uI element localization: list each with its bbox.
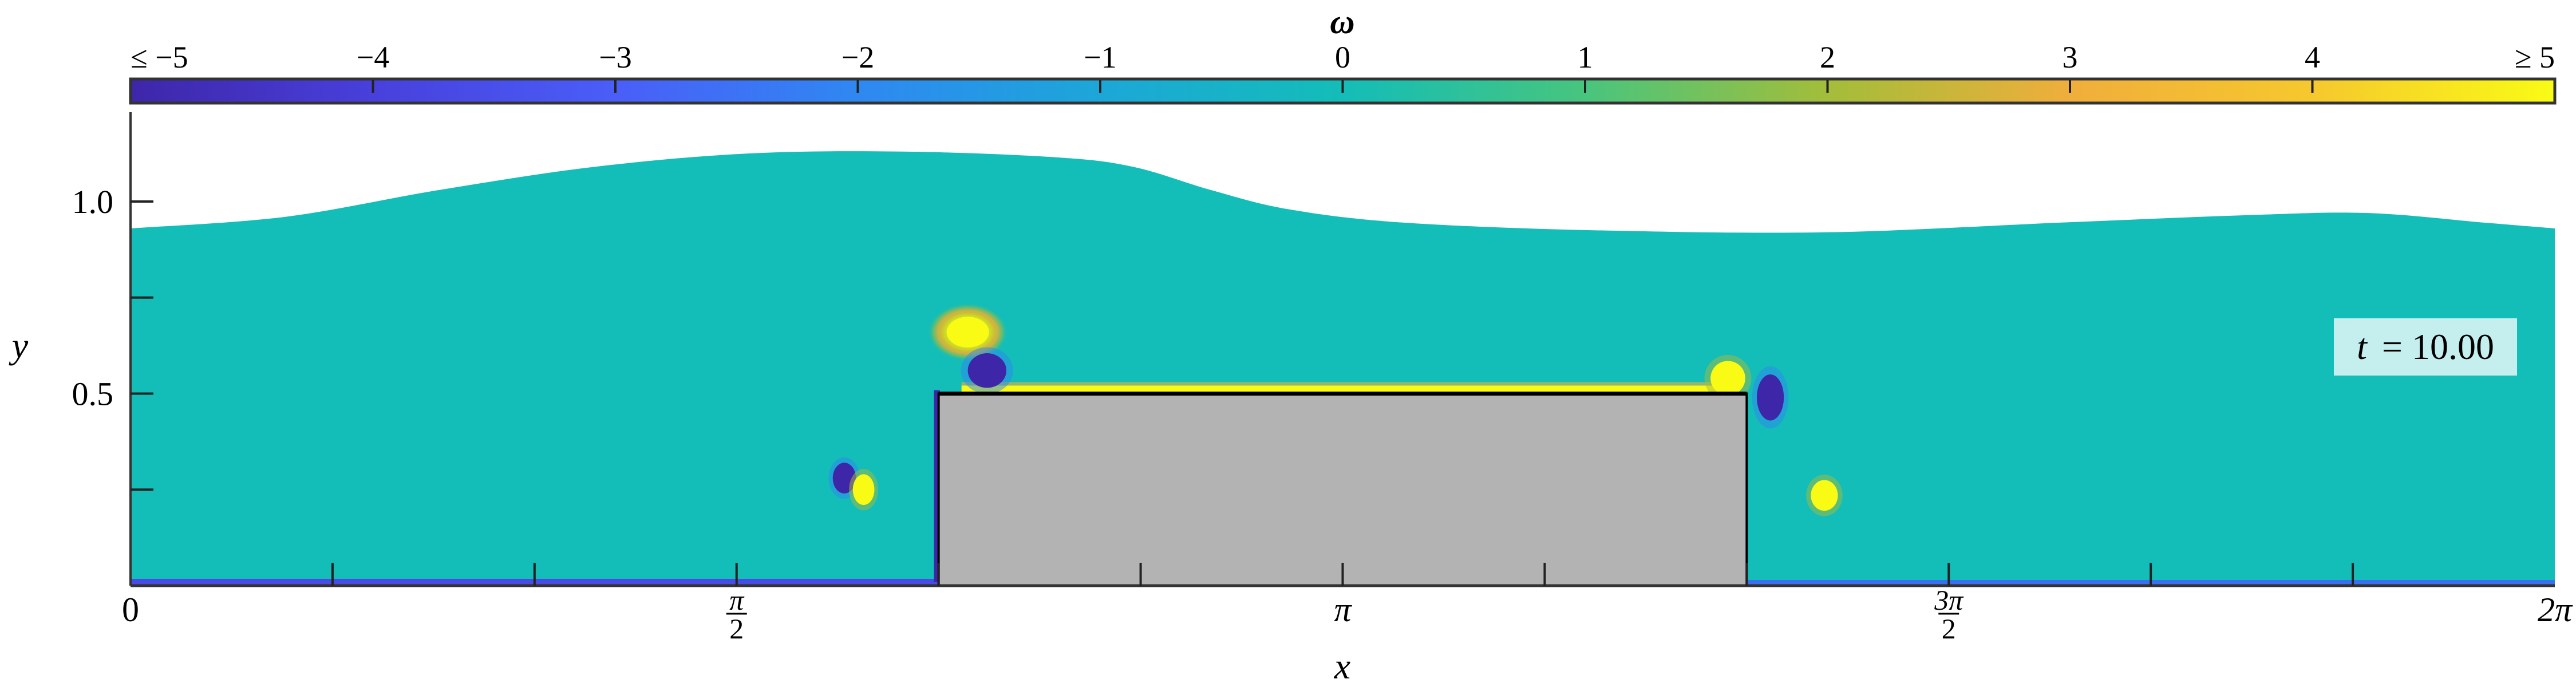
colorbar-tick-label: ≥ 5 [2515, 40, 2555, 74]
vortices [828, 303, 1843, 516]
vortex-positive [852, 474, 875, 506]
colorbar-tick-labels: ≤ −5 −4 −3 −2 −1 0 1 2 3 4 ≥ 5 [131, 40, 2555, 74]
obstacle-block [937, 392, 1748, 587]
plot-area: 0 π2 π 3π2 2π 0.51.0 x y t = 10.00 [9, 112, 2573, 686]
x-tick-labels: 0 π2 π 3π2 2π [122, 584, 2573, 645]
colorbar-tick-label: −1 [1084, 40, 1116, 74]
colorbar-tick-label: ≤ −5 [131, 40, 188, 74]
time-value: = 10.00 [2382, 326, 2494, 367]
x-tick-label-numerator: π [729, 584, 745, 616]
colorbar-tick-label: −3 [599, 40, 631, 74]
y-tick-label: 1.0 [72, 183, 114, 220]
x-ticks [331, 563, 2354, 586]
x-tick-label: 0 [122, 591, 139, 629]
x-tick-label-denominator: 2 [729, 613, 744, 645]
vortex-positive [946, 317, 989, 348]
y-tick-labels: 0.5 1.0 [72, 183, 114, 413]
colorbar-tick-label: −4 [357, 40, 389, 74]
colorbar-tick-label: −2 [841, 40, 874, 74]
top-shear-layer-edge [961, 382, 1736, 386]
x-axis-label: x [1334, 646, 1350, 686]
vortex-negative [967, 353, 1007, 388]
x-tick-label: 2π [2538, 591, 2573, 629]
time-annotation: t = 10.00 [2334, 318, 2517, 376]
fluid-region [131, 151, 2555, 586]
y-tick-label: 0.5 [72, 376, 114, 413]
vortex-positive [1811, 480, 1838, 511]
colorbar-tick-label: 2 [1820, 40, 1835, 74]
svg-text:t = 10.00: t = 10.00 [2357, 326, 2494, 367]
time-symbol: t [2357, 326, 2368, 367]
colorbar-tick-label: 4 [2305, 40, 2320, 74]
colorbar-tick-label: 1 [1578, 40, 1593, 74]
colorbar-label: ω [1330, 3, 1354, 41]
x-tick-label: π [1334, 591, 1352, 629]
x-tick-label-numerator: 3π [1934, 584, 1964, 616]
left-wall-layer [934, 390, 940, 582]
vortex-positive [1710, 361, 1745, 396]
y-ticks [131, 200, 153, 491]
vortex-negative [1756, 374, 1784, 421]
colorbar-ticks [372, 80, 2314, 93]
colorbar-tick-label: 3 [2063, 40, 2078, 74]
colorbar-tick-label: 0 [1335, 40, 1350, 74]
y-axis-label: y [9, 325, 29, 366]
x-tick-label-denominator: 2 [1942, 613, 1956, 645]
